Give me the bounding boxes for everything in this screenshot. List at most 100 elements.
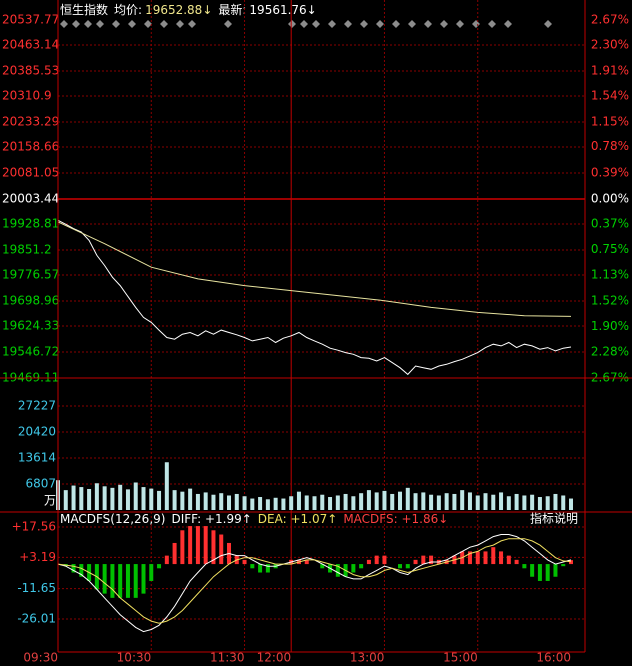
macd-bar — [304, 559, 309, 565]
volume-bar — [234, 493, 239, 510]
macd-bar — [242, 559, 247, 565]
average-line — [57, 221, 572, 317]
macd-bar — [219, 534, 224, 565]
y-tick-label: 19776.57 — [2, 268, 59, 282]
y-tick-label: 19624.33 — [2, 319, 59, 333]
volume-bar — [530, 494, 535, 510]
x-tick-label: 09:30 — [23, 651, 58, 665]
volume-bar — [561, 495, 566, 510]
volume-bar — [320, 494, 325, 510]
volume-bar — [304, 495, 309, 510]
volume-unit: 万 — [44, 494, 56, 508]
macd-bar — [133, 564, 138, 598]
volume-bar — [63, 490, 68, 510]
macd-bar — [499, 551, 504, 565]
volume-bar — [483, 493, 488, 510]
y-tick-label: 20420 — [18, 425, 56, 439]
event-marker — [160, 20, 168, 28]
event-marker — [344, 20, 352, 28]
y2-tick-label: 0.00% — [591, 192, 629, 206]
x-tick-label: 15:00 — [443, 651, 478, 665]
y-tick-label: 20233.29 — [2, 115, 59, 129]
volume-bar — [491, 494, 496, 510]
volume-bar — [188, 488, 193, 510]
macd-bar — [71, 564, 76, 573]
macd-bar — [537, 564, 542, 581]
indicator-help[interactable]: 指标说明 — [530, 511, 578, 526]
y-tick-label: +17.56 — [12, 520, 56, 534]
macd-bar — [483, 551, 488, 565]
volume-bar — [374, 492, 379, 510]
y-tick-label: 20537.77 — [2, 13, 59, 27]
macd-bar — [250, 564, 255, 569]
macd-bar — [164, 555, 169, 565]
volume-bar — [366, 490, 371, 510]
volume-bar — [499, 492, 504, 510]
volume-bar — [172, 490, 177, 510]
macd-bar — [467, 551, 472, 565]
macd-bar — [157, 564, 162, 569]
macd-bar — [421, 555, 426, 565]
event-marker — [392, 20, 400, 28]
event-marker — [440, 20, 448, 28]
macd-header: MACDFS(12,26,9) DIFF: +1.99↑ DEA: +1.07↑ MA… — [60, 512, 448, 526]
event-marker — [60, 20, 68, 28]
macd-bar — [545, 564, 550, 581]
macd-bar — [79, 564, 84, 577]
y2-tick-label: 0.75% — [591, 242, 629, 256]
macd-bar — [405, 564, 410, 569]
volume-bar — [273, 497, 278, 510]
event-marker — [188, 20, 196, 28]
y2-tick-label: 1.91% — [591, 63, 629, 77]
macd-bar — [374, 555, 379, 565]
event-marker — [456, 20, 464, 28]
event-marker — [504, 20, 512, 28]
event-marker — [360, 20, 368, 28]
macd-bar — [561, 564, 566, 567]
event-marker — [96, 20, 104, 28]
volume-bar — [312, 496, 317, 510]
volume-bar — [382, 490, 387, 510]
y2-tick-label: 1.54% — [591, 88, 629, 102]
macd-bar — [522, 564, 527, 569]
event-marker — [376, 20, 384, 28]
event-marker — [112, 20, 120, 28]
y-tick-label: 20463.14 — [2, 38, 59, 52]
macd-indicator: DIFF: +1.99↑ — [171, 512, 251, 526]
volume-bar — [133, 482, 138, 510]
macd-bar — [188, 526, 193, 565]
y-tick-label: +3.19 — [19, 550, 56, 564]
volume-bar — [429, 494, 434, 510]
y2-tick-label: 2.28% — [591, 344, 629, 358]
volume-bar — [157, 490, 162, 510]
volume-bar — [444, 493, 449, 510]
y-tick-label: 20003.44 — [2, 192, 59, 206]
volume-bar — [335, 495, 340, 510]
y-tick-label: 19851.2 — [2, 243, 52, 257]
event-marker — [312, 20, 320, 28]
y-tick-label: 6807 — [25, 476, 56, 490]
annotation-label: 最新: — [218, 2, 246, 17]
macd-bar — [569, 560, 574, 565]
y2-tick-label: 0.78% — [591, 139, 629, 153]
y-tick-label: 19928.81 — [2, 217, 59, 231]
x-tick-label: 16:00 — [536, 651, 571, 665]
volume-bar — [125, 489, 130, 510]
y-tick-label: 20081.05 — [2, 166, 59, 180]
volume-bar — [553, 493, 558, 510]
macd-title: MACDFS(12,26,9) — [60, 512, 165, 526]
volume-bar — [281, 498, 286, 510]
event-marker — [300, 20, 308, 28]
macd-bar — [553, 564, 558, 577]
price-line — [57, 219, 572, 376]
y-tick-label: 20385.53 — [2, 64, 59, 78]
volume-bar — [219, 493, 224, 510]
macd-bar — [398, 564, 403, 569]
volume-bar — [398, 491, 403, 510]
volume-bar — [569, 498, 574, 510]
macd-bar — [382, 555, 387, 565]
macd-bar — [366, 559, 371, 565]
y-tick-label: 19698.96 — [2, 294, 59, 308]
volume-bar — [102, 486, 107, 510]
